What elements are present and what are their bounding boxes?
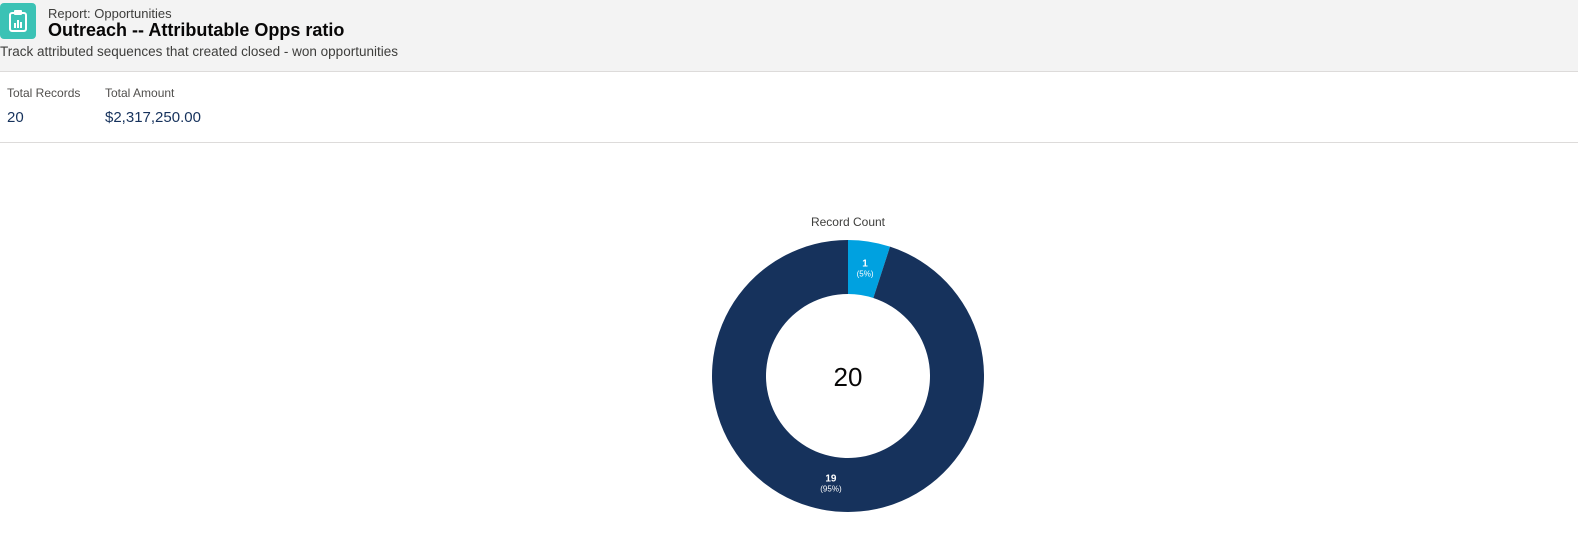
summary-bar: Total Records 20 Total Amount $2,317,250… <box>0 72 1578 143</box>
donut-slice-1[interactable] <box>711 240 984 512</box>
total-records-value: 20 <box>7 109 24 126</box>
page-title: Outreach -- Attributable Opps ratio <box>48 20 345 40</box>
report-icon <box>0 3 36 39</box>
total-records-label: Total Records <box>7 86 81 100</box>
report-header: Report: Opportunities Outreach -- Attrib… <box>0 0 1578 72</box>
donut-center-total: 20 <box>834 362 863 392</box>
slice-percent-label-0: (5%) <box>857 269 874 278</box>
chart-title: Record Count <box>811 215 886 229</box>
slice-value-label-1: 19 <box>825 474 837 485</box>
total-records-metric: Total Records 20 <box>7 86 80 126</box>
breadcrumb: Report: Opportunities <box>48 6 172 21</box>
slice-value-label-0: 1 <box>862 258 868 269</box>
total-amount-value: $2,317,250.00 <box>105 109 201 126</box>
donut-chart: Record Count 1(5%) 19(95%) 20 <box>711 215 984 512</box>
slice-percent-label-1: (95%) <box>820 485 842 494</box>
donut-chart-area: Record Count 1 (5%) 19 (95%) 20 <box>0 143 1578 537</box>
total-amount-label: Total Amount <box>105 86 175 100</box>
total-amount-metric: Total Amount $2,317,250.00 <box>105 86 201 126</box>
donut-slice-0[interactable] <box>848 240 891 299</box>
report-description: Track attributed sequences that created … <box>0 44 398 59</box>
